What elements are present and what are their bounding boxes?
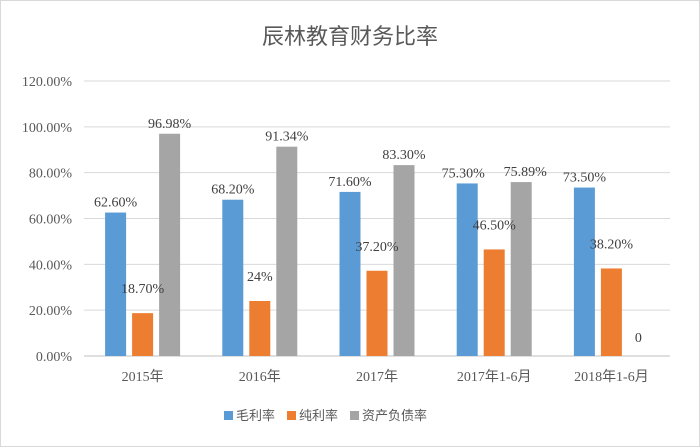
- bar-0-1: [222, 199, 244, 356]
- bar-1-3: [483, 249, 505, 356]
- data-labels: 62.60% 18.70% 96.98% 68.20% 24% 91.34% 71.60% 3…: [94, 117, 642, 346]
- x-category-label: 2016年: [239, 369, 281, 385]
- y-tick-label: 40.00%: [29, 258, 73, 273]
- bar-0-3: [456, 183, 478, 356]
- data-label: 38.20%: [590, 237, 634, 252]
- data-label: 83.30%: [382, 148, 426, 163]
- x-category-label: 2015年: [122, 369, 164, 385]
- bar-1-1: [249, 301, 271, 356]
- bar-1-4: [600, 268, 622, 356]
- x-category-label: 2018年1-6月: [574, 369, 649, 385]
- data-label: 46.50%: [473, 218, 517, 233]
- chart-title: 辰林教育财务比率: [262, 25, 438, 50]
- y-tick-label: 100.00%: [22, 121, 73, 136]
- bar-0-0: [105, 212, 127, 356]
- bars: [105, 133, 622, 356]
- data-label: 71.60%: [328, 175, 372, 190]
- x-category-label: 2017年: [356, 369, 398, 385]
- legend-swatch: [350, 411, 359, 420]
- y-axis-ticks: 0.00% 20.00% 40.00% 60.00% 80.00% 100.00% 120.…: [22, 75, 73, 365]
- data-label: 68.20%: [211, 183, 255, 198]
- bar-2-0: [159, 133, 181, 356]
- x-axis-categories: 2015年 2016年 2017年 2017年1-6月 2018年1-6月: [122, 369, 649, 385]
- data-label: 73.50%: [563, 171, 607, 186]
- bar-2-3: [510, 182, 532, 356]
- legend-label: 资产负债率: [362, 408, 427, 424]
- legend: 毛利率 纯利率 资产负债率: [224, 408, 427, 424]
- gridlines: [84, 80, 670, 357]
- data-label: 75.89%: [504, 165, 548, 180]
- data-label: 91.34%: [265, 130, 309, 145]
- y-tick-label: 0.00%: [36, 350, 73, 365]
- data-label: 24%: [247, 270, 273, 285]
- data-label: 75.30%: [442, 166, 486, 181]
- legend-swatch: [224, 411, 233, 420]
- y-tick-label: 20.00%: [29, 304, 73, 319]
- bar-0-2: [339, 191, 361, 356]
- legend-label: 纯利率: [299, 408, 338, 424]
- legend-label: 毛利率: [236, 408, 275, 424]
- y-tick-label: 80.00%: [29, 167, 73, 182]
- data-label: 0: [635, 331, 642, 346]
- bar-1-2: [366, 270, 388, 356]
- bar-0-4: [573, 187, 595, 356]
- bar-1-0: [132, 313, 154, 356]
- x-category-label: 2017年1-6月: [457, 369, 532, 385]
- data-label: 37.20%: [355, 240, 399, 255]
- data-label: 62.60%: [94, 196, 138, 211]
- data-label: 18.70%: [121, 282, 165, 297]
- legend-swatch: [287, 411, 296, 420]
- y-tick-label: 60.00%: [29, 213, 73, 228]
- bar-2-2: [393, 165, 415, 356]
- data-label: 96.98%: [148, 117, 192, 132]
- bar-2-1: [276, 146, 298, 356]
- y-tick-label: 120.00%: [22, 75, 73, 90]
